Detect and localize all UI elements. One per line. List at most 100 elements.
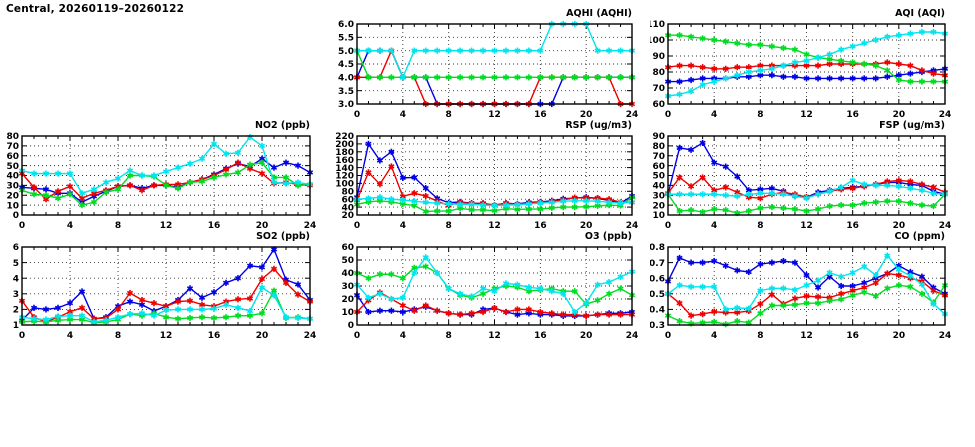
chart-title-fsp: FSP (ug/m3) bbox=[879, 120, 945, 131]
plot-frame bbox=[356, 23, 633, 105]
x-tick-label: 20 bbox=[893, 110, 906, 118]
y-tick-label: 30 bbox=[341, 282, 354, 292]
y-tick-label: 5 bbox=[13, 259, 19, 269]
y-tick-label: 20 bbox=[341, 295, 354, 305]
y-tick-label: 0.5 bbox=[650, 290, 665, 300]
y-tick-label: 70 bbox=[652, 84, 665, 94]
x-tick-label: 0 bbox=[665, 221, 671, 229]
chart-panel-aqi: AQI (AQI) 60 70 80 90 100 110 0 4 8 12 16 20 24 bbox=[650, 7, 975, 118]
plot-frame bbox=[667, 135, 946, 216]
series-cyan-so2 bbox=[18, 284, 314, 325]
y-tick-label: 60 bbox=[341, 195, 354, 205]
x-tick-label: 20 bbox=[580, 221, 593, 229]
y-tick-label: 100 bbox=[650, 36, 665, 46]
x-tick-label: 24 bbox=[939, 110, 952, 118]
y-tick-label: 70 bbox=[652, 152, 665, 162]
y-tick-label: 10 bbox=[6, 201, 19, 211]
y-tick-label: 0.7 bbox=[650, 259, 665, 269]
x-tick-label: 4 bbox=[711, 110, 717, 118]
y-tick-label: 10 bbox=[652, 211, 665, 221]
y-tick-label: 80 bbox=[6, 132, 19, 142]
x-tick-label: 20 bbox=[580, 110, 593, 118]
x-tick-label: 12 bbox=[800, 331, 813, 339]
y-tick-label: 50 bbox=[6, 162, 19, 172]
x-tick-label: 16 bbox=[208, 331, 221, 339]
chart-panel-o3: O3 (ppb) 0 10 20 30 40 50 60 0 4 8 12 16 20 24 bbox=[330, 230, 664, 339]
series-red-rsp bbox=[353, 163, 636, 209]
x-tick-label: 12 bbox=[488, 331, 501, 339]
x-tick-label: 16 bbox=[208, 221, 221, 229]
x-tick-label: 8 bbox=[446, 221, 452, 229]
x-tick-label: 0 bbox=[354, 331, 360, 339]
y-tick-label: 30 bbox=[652, 191, 665, 201]
y-tick-label: 80 bbox=[341, 188, 354, 198]
plot-frame bbox=[667, 246, 946, 326]
y-tick-label: 90 bbox=[652, 52, 665, 62]
x-tick-label: 24 bbox=[626, 110, 639, 118]
x-tick-label: 0 bbox=[354, 221, 360, 229]
y-tick-label: 3.0 bbox=[338, 100, 354, 110]
y-tick-label: 40 bbox=[341, 203, 354, 213]
x-tick-label: 8 bbox=[757, 331, 763, 339]
chart-panel-rsp: RSP (ug/m3) 20 40 60 80 100 120 140 160 180 200 220… bbox=[330, 119, 664, 229]
x-tick-label: 12 bbox=[488, 110, 501, 118]
x-tick-label: 24 bbox=[626, 331, 639, 339]
x-tick-label: 4 bbox=[400, 110, 406, 118]
y-tick-label: 0 bbox=[348, 321, 354, 331]
chart-panel-co: CO (ppm) 0.3 0.4 0.5 0.6 0.7 0.8 0 4 8 12 16 20 24 bbox=[650, 230, 975, 339]
plot-frame bbox=[667, 23, 946, 105]
x-tick-label: 12 bbox=[160, 331, 173, 339]
x-tick-label: 12 bbox=[488, 221, 501, 229]
y-tick-label: 4.5 bbox=[338, 60, 354, 70]
x-tick-label: 20 bbox=[256, 331, 269, 339]
y-tick-label: 50 bbox=[341, 256, 354, 266]
y-tick-label: 20 bbox=[341, 211, 354, 221]
y-tick-label: 6 bbox=[13, 243, 19, 253]
y-tick-label: 4.0 bbox=[338, 74, 354, 84]
y-tick-label: 200 bbox=[335, 140, 354, 150]
y-tick-label: 20 bbox=[6, 191, 19, 201]
y-tick-label: 220 bbox=[335, 132, 354, 142]
chart-panel-no2: NO2 (ppb) 0 10 20 30 40 50 60 70 80 0 4 8 12 16 20 24 bbox=[0, 119, 342, 229]
x-tick-label: 8 bbox=[757, 110, 763, 118]
y-tick-label: 140 bbox=[335, 164, 354, 174]
series-blue-co bbox=[664, 254, 949, 297]
y-tick-label: 30 bbox=[6, 182, 19, 192]
y-tick-label: 0.3 bbox=[650, 321, 665, 331]
y-tick-label: 3.5 bbox=[338, 87, 354, 97]
y-tick-label: 60 bbox=[341, 243, 354, 253]
x-tick-label: 8 bbox=[115, 221, 121, 229]
x-tick-label: 16 bbox=[846, 110, 859, 118]
x-tick-label: 8 bbox=[757, 221, 763, 229]
page-title: Central, 20260119–20260122 bbox=[6, 3, 185, 15]
series-cyan-co bbox=[664, 252, 949, 318]
chart-panel-so2: SO2 (ppb) 1 2 3 4 5 6 0 4 8 12 16 20 24 bbox=[0, 230, 342, 339]
x-tick-label: 20 bbox=[256, 221, 269, 229]
chart-title-o3: O3 (ppb) bbox=[585, 231, 632, 242]
x-tick-label: 24 bbox=[626, 221, 639, 229]
x-tick-label: 4 bbox=[67, 331, 73, 339]
x-tick-label: 16 bbox=[534, 221, 547, 229]
y-tick-label: 50 bbox=[652, 172, 665, 182]
plot-frame bbox=[21, 135, 311, 216]
x-tick-label: 0 bbox=[354, 110, 360, 118]
x-tick-label: 20 bbox=[893, 331, 906, 339]
y-tick-label: 100 bbox=[335, 180, 354, 190]
plot-frame bbox=[356, 135, 633, 216]
x-tick-label: 16 bbox=[534, 110, 547, 118]
y-tick-label: 180 bbox=[335, 148, 354, 158]
plot-frame bbox=[21, 246, 311, 326]
y-tick-label: 120 bbox=[335, 172, 354, 182]
series-cyan-no2 bbox=[18, 133, 314, 197]
x-tick-label: 4 bbox=[67, 221, 73, 229]
plot-frame bbox=[356, 246, 633, 326]
chart-title-so2: SO2 (ppb) bbox=[256, 231, 310, 242]
x-tick-label: 16 bbox=[534, 331, 547, 339]
y-tick-label: 80 bbox=[652, 142, 665, 152]
x-tick-label: 4 bbox=[400, 221, 406, 229]
series-cyan-aqi bbox=[664, 28, 949, 100]
x-tick-label: 8 bbox=[446, 331, 452, 339]
y-tick-label: 60 bbox=[652, 100, 665, 110]
chart-panel-aqhi: AQHI (AQHI) 3.0 3.5 4.0 4.5 5.0 5.5 6.0 0 4 8 12 16 2… bbox=[330, 7, 664, 118]
y-tick-label: 5.0 bbox=[338, 47, 354, 57]
